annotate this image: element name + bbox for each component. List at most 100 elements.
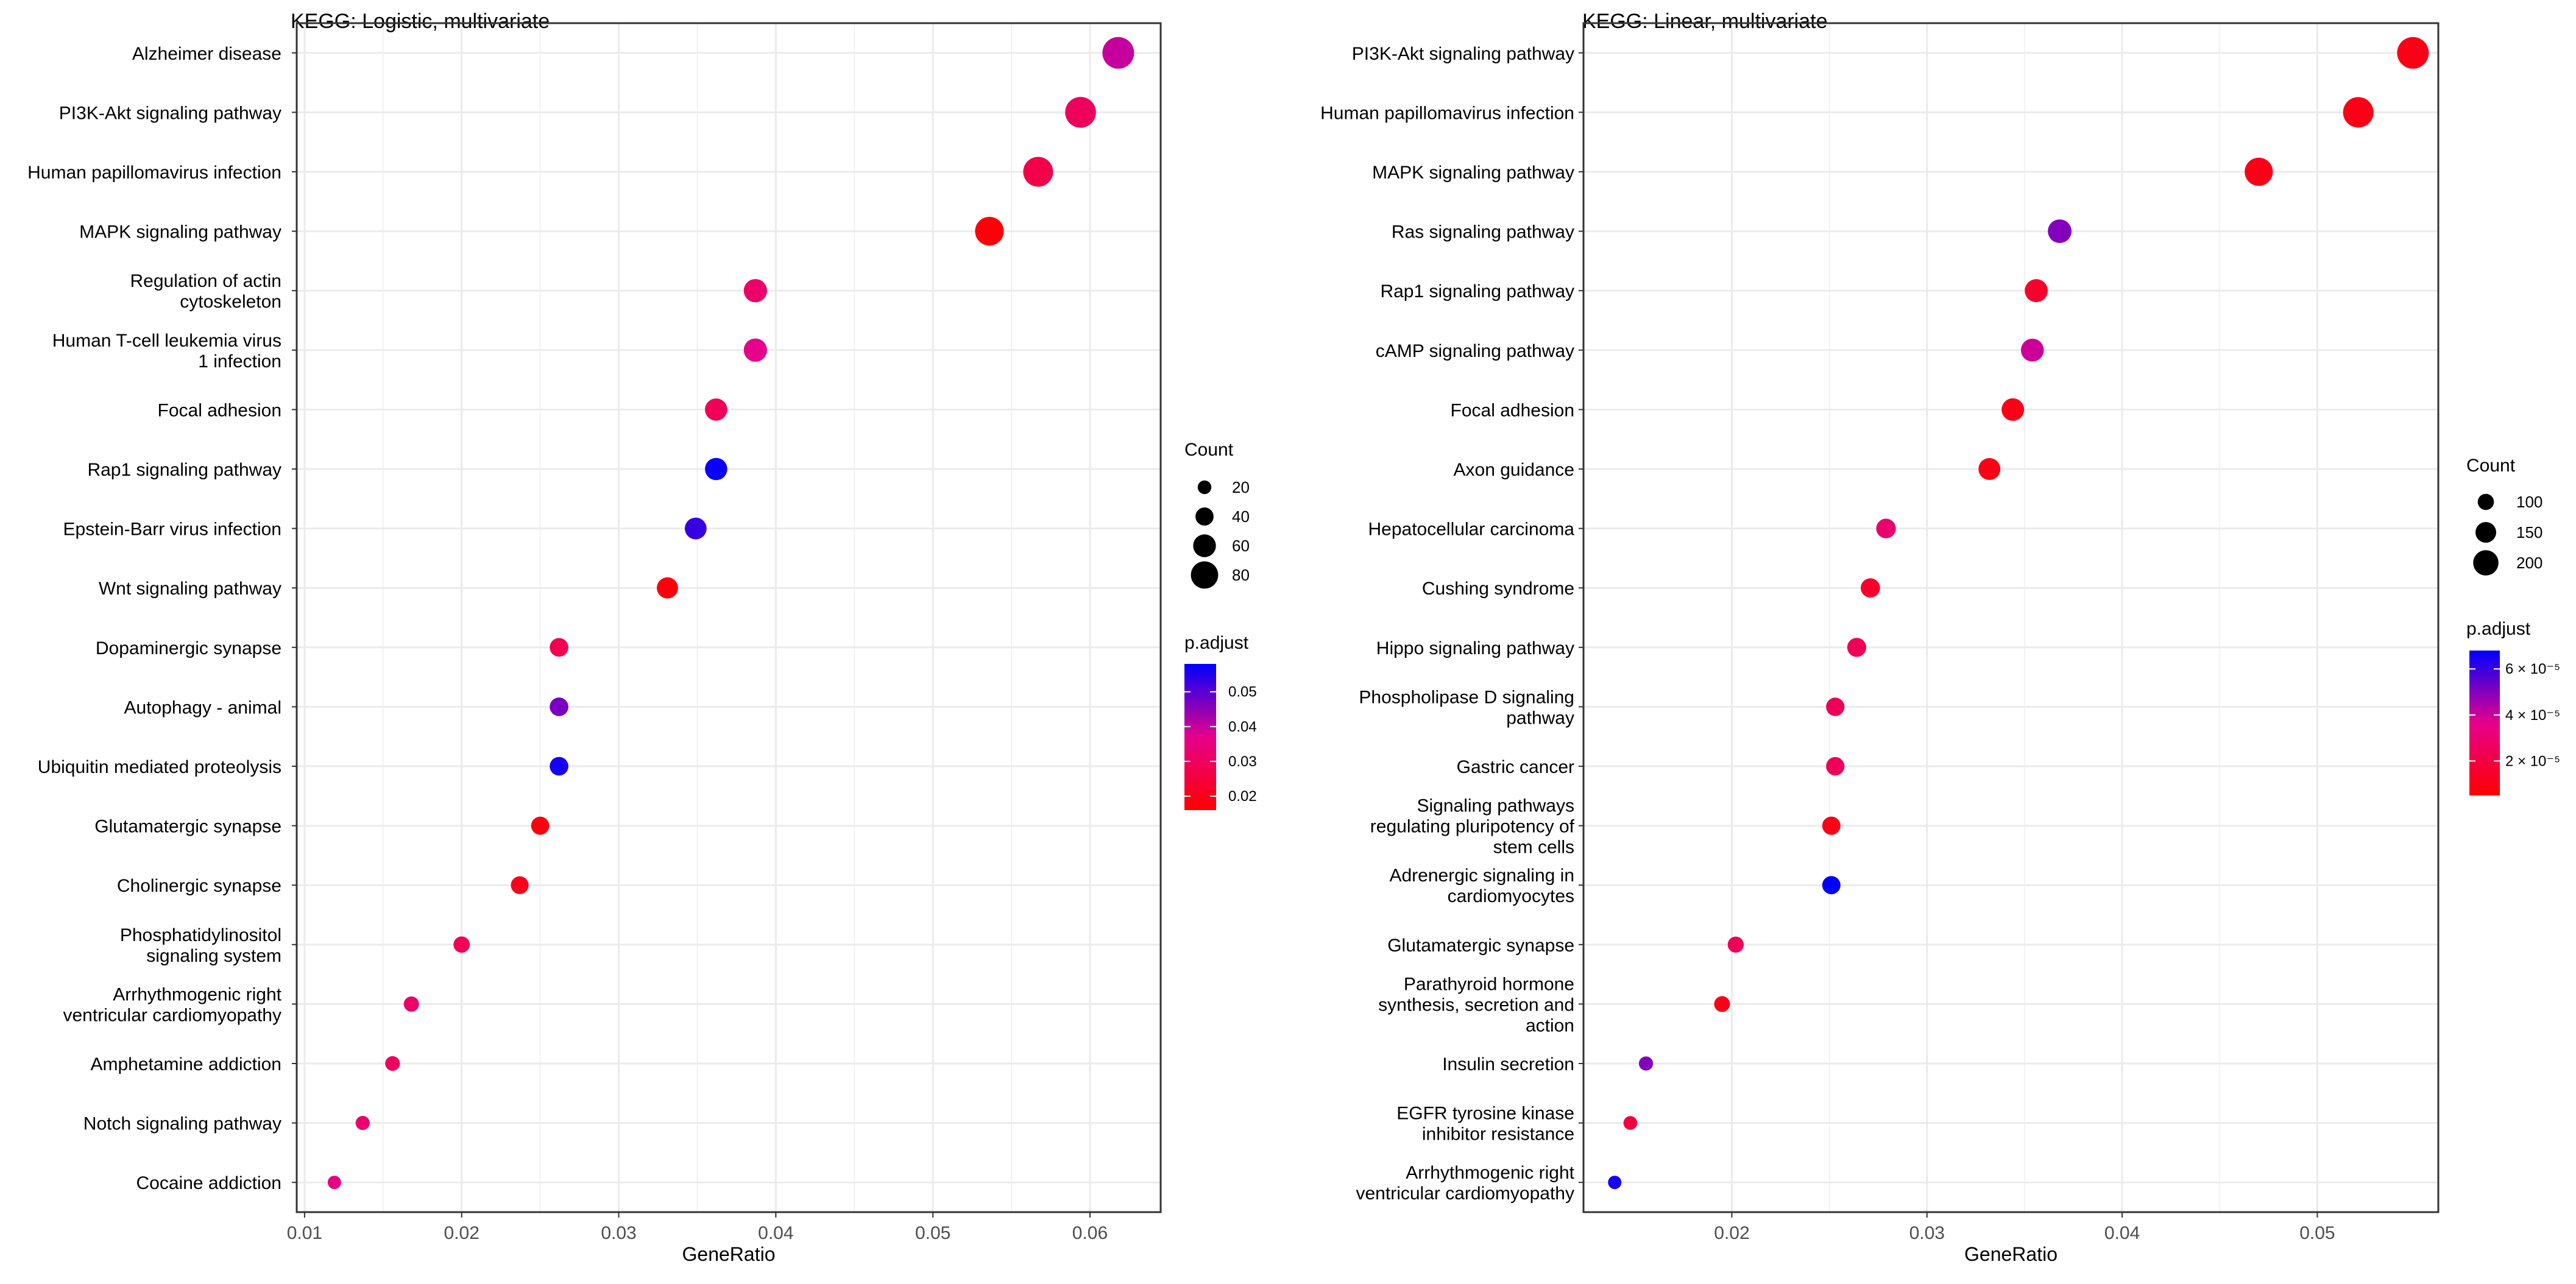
data-point xyxy=(403,996,419,1012)
data-point xyxy=(1826,697,1845,716)
y-tick-label: stem cells xyxy=(1493,838,1574,858)
data-point xyxy=(1826,757,1845,776)
chart-title: KEGG: Logistic, multivariate xyxy=(291,10,550,33)
plot-background xyxy=(1583,23,2438,1212)
data-point xyxy=(1638,1056,1654,1071)
data-point xyxy=(1847,638,1867,657)
data-point xyxy=(743,279,767,303)
legend-count-dot xyxy=(1191,561,1219,589)
legend-count-dot xyxy=(2477,493,2494,510)
y-tick-label: Insulin secretion xyxy=(1442,1054,1574,1074)
legend-count-dot xyxy=(2475,522,2496,543)
legend-colorbar xyxy=(2469,651,2500,795)
data-point xyxy=(511,876,529,894)
data-point xyxy=(385,1056,400,1071)
legend-count-dot xyxy=(1193,534,1216,557)
y-tick-label: Cocaine addiction xyxy=(136,1173,282,1193)
chart-title: KEGG: Linear, multivariate xyxy=(1582,10,1828,33)
x-axis-label: GeneRatio xyxy=(1964,1243,2058,1265)
legend-padjust-label: 0.02 xyxy=(1228,788,1257,805)
y-tick-label: regulating pluripotency of xyxy=(1370,817,1575,837)
data-point xyxy=(1861,578,1880,598)
legend-count-dot xyxy=(1197,480,1212,495)
y-tick-label: PI3K-Akt signaling pathway xyxy=(1352,44,1574,64)
x-tick-label: 0.04 xyxy=(758,1223,793,1243)
y-tick-label: Hepatocellular carcinoma xyxy=(1368,520,1575,540)
legend-count-label: 200 xyxy=(2516,554,2542,572)
legend-count-dot xyxy=(2473,550,2499,576)
y-tick-label: PI3K-Akt signaling pathway xyxy=(59,103,281,123)
data-point xyxy=(1102,37,1134,69)
y-tick-label: Phospholipase D signaling xyxy=(1359,687,1574,707)
data-point xyxy=(2397,37,2429,69)
data-point xyxy=(2001,398,2025,421)
y-tick-label: MAPK signaling pathway xyxy=(79,222,281,242)
y-tick-label: Human T-cell leukemia virus xyxy=(52,331,281,351)
data-point xyxy=(550,697,568,716)
data-point xyxy=(1822,816,1841,835)
data-point xyxy=(550,638,568,657)
y-tick-label: Phosphatidylinositol xyxy=(120,925,281,945)
y-tick-label: Cholinergic synapse xyxy=(117,876,281,896)
y-tick-label: Adrenergic signaling in xyxy=(1389,866,1574,886)
x-tick-label: 0.01 xyxy=(287,1223,322,1243)
y-tick-label: Epstein-Barr virus infection xyxy=(63,520,281,540)
y-tick-label: Arrhythmogenic right xyxy=(113,984,281,1004)
legend-count-label: 40 xyxy=(1232,507,1250,526)
chart-panel-1: KEGG: Logistic, multivariate Alzheimer di… xyxy=(27,10,1257,1265)
plot-background xyxy=(297,23,1161,1212)
x-tick-label: 0.04 xyxy=(2104,1223,2140,1243)
data-point xyxy=(531,816,550,835)
data-point xyxy=(550,757,568,776)
legend-count-label: 80 xyxy=(1232,566,1250,584)
y-tick-label: cardiomyocytes xyxy=(1448,886,1574,906)
y-tick-label: Arrhythmogenic right xyxy=(1406,1163,1574,1183)
data-point xyxy=(355,1116,370,1131)
y-tick-label: Focal adhesion xyxy=(1451,400,1574,420)
data-point xyxy=(2020,339,2044,362)
y-tick-label: inhibitor resistance xyxy=(1422,1124,1574,1145)
y-tick-label: Alzheimer disease xyxy=(132,44,281,64)
data-point xyxy=(705,457,727,481)
y-tick-label: Axon guidance xyxy=(1454,460,1575,480)
y-tick-label: synthesis, secretion and xyxy=(1378,995,1574,1015)
data-point xyxy=(1065,97,1096,128)
legend-padjust-title: p.adjust xyxy=(1184,633,1249,653)
x-tick-label: 0.03 xyxy=(1909,1223,1945,1243)
data-point xyxy=(1608,1176,1622,1190)
y-tick-label: Regulation of actin xyxy=(130,271,282,291)
x-tick-label: 0.03 xyxy=(601,1223,636,1243)
x-tick-label: 0.02 xyxy=(444,1223,479,1243)
y-tick-label: Rap1 signaling pathway xyxy=(87,460,281,480)
legend-padjust-label: 2 × 10⁻⁵ xyxy=(2505,753,2560,769)
legend-count-dot xyxy=(1195,507,1214,526)
legend-colorbar xyxy=(1184,664,1216,810)
data-point xyxy=(2048,219,2072,243)
data-point xyxy=(705,398,727,421)
y-tick-label: Signaling pathways xyxy=(1417,796,1574,816)
y-tick-label: signaling system xyxy=(146,946,281,966)
y-tick-label: ventricular cardiomyopathy xyxy=(63,1005,282,1025)
legend-padjust-label: 0.05 xyxy=(1228,684,1257,700)
legend-padjust-label: 4 × 10⁻⁵ xyxy=(2505,707,2560,724)
y-tick-label: Ras signaling pathway xyxy=(1392,222,1574,242)
data-point xyxy=(1876,518,1896,538)
legend-padjust-title: p.adjust xyxy=(2466,619,2531,639)
y-tick-label: ventricular cardiomyopathy xyxy=(1356,1183,1575,1204)
y-tick-label: Parathyroid hormone xyxy=(1404,974,1574,994)
y-tick-label: Glutamatergic synapse xyxy=(1387,936,1574,956)
data-point xyxy=(743,338,767,362)
y-tick-label: cytoskeleton xyxy=(180,292,281,312)
x-tick-label: 0.06 xyxy=(1072,1223,1108,1243)
data-point xyxy=(684,517,707,540)
panel-border xyxy=(1582,22,2440,1213)
data-point xyxy=(975,217,1004,246)
data-point xyxy=(1714,996,1730,1012)
y-tick-label: Focal adhesion xyxy=(158,400,281,420)
y-tick-label: Cushing syndrome xyxy=(1422,579,1574,599)
data-point xyxy=(1822,876,1841,895)
y-tick-label: Dopaminergic synapse xyxy=(96,638,281,658)
legend-padjust-label: 0.04 xyxy=(1228,719,1257,735)
y-tick-label: Ubiquitin mediated proteolysis xyxy=(38,757,281,777)
